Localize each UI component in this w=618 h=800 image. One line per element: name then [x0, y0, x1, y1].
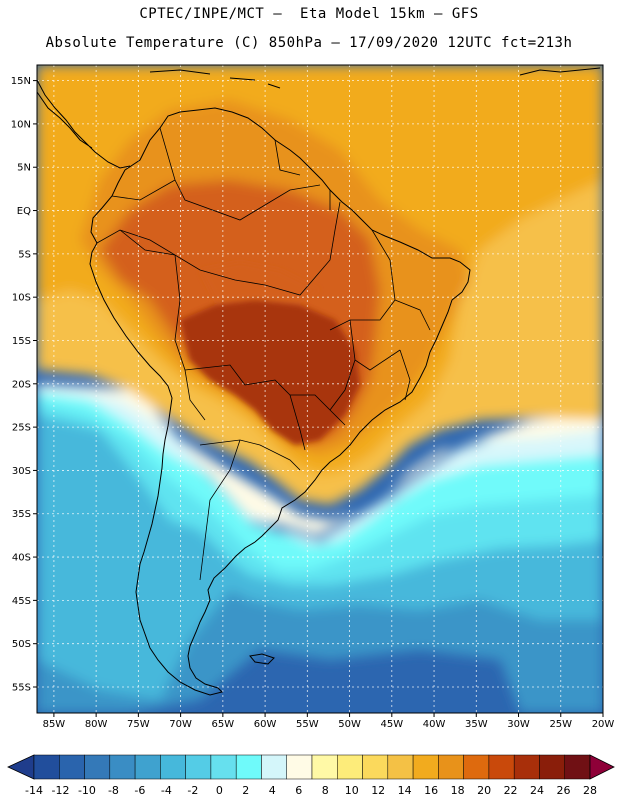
colorbar-label: 24 [530, 784, 544, 797]
lon-label: 50W [338, 719, 361, 730]
colorbar-box [59, 754, 85, 780]
region-cold-front-band [37, 390, 603, 585]
colorbar-label: -10 [78, 784, 96, 797]
colorbar-box [33, 754, 60, 780]
colorbar-box [412, 754, 439, 780]
colorbar-box [387, 754, 414, 780]
colorbar-label: 6 [295, 784, 302, 797]
colorbar-label: 20 [477, 784, 491, 797]
colorbar-arrow-high [589, 754, 615, 780]
colorbar-box [261, 754, 287, 780]
lat-label: 15S [12, 336, 31, 347]
colorbar-box [564, 754, 591, 780]
colorbar-box [286, 754, 313, 780]
lat-label: 35S [12, 509, 31, 520]
colorbar-box [160, 754, 186, 780]
lat-label: 50S [12, 639, 31, 650]
map-frame [36, 64, 604, 714]
colorbar [7, 754, 615, 780]
lon-label: 45W [380, 719, 403, 730]
lat-label: 45S [12, 596, 31, 607]
lon-label: 60W [254, 719, 277, 730]
colorbar-label: -2 [187, 784, 198, 797]
colorbar-label: 22 [504, 784, 518, 797]
colorbar-arrow-low [7, 754, 35, 780]
colorbar-box [235, 754, 262, 780]
lat-label: 30S [12, 466, 31, 477]
colorbar-box [513, 754, 540, 780]
lon-label: 35W [465, 719, 488, 730]
caribbean-islands [149, 67, 601, 89]
colorbar-label: -8 [108, 784, 119, 797]
colorbar-box [84, 754, 111, 780]
lat-label: 40S [12, 553, 31, 564]
lon-label: 30W [507, 719, 530, 730]
colorbar-box [463, 754, 490, 780]
region-pale-band [37, 386, 603, 545]
lat-label: 20S [12, 379, 31, 390]
country-borders [96, 127, 431, 581]
lon-label: 25W [549, 719, 572, 730]
lat-label: 10N [11, 119, 31, 130]
central-america-coastline [37, 79, 131, 169]
coastlines [37, 67, 601, 696]
lon-label: 40W [423, 719, 446, 730]
graticule [37, 65, 603, 713]
colorbar-label: -14 [25, 784, 43, 797]
colorbar-label: 4 [269, 784, 276, 797]
falkland-islands [249, 653, 275, 665]
colorbar-box [539, 754, 565, 780]
lat-label: 15N [11, 76, 31, 87]
lon-label: 75W [127, 719, 150, 730]
colorbar-box [337, 754, 363, 780]
colorbar-label: -4 [161, 784, 172, 797]
colorbar-box [311, 754, 338, 780]
colorbar-label: 0 [216, 784, 223, 797]
axis-ticks [33, 80, 604, 717]
colorbar-label: 12 [371, 784, 385, 797]
lon-label: 70W [169, 719, 192, 730]
colorbar-box [185, 754, 212, 780]
south-america-coastline [89, 107, 471, 696]
lon-label: 20W [592, 719, 615, 730]
lat-label: EQ [17, 206, 31, 217]
colorbar-box [488, 754, 515, 780]
lon-label: 55W [296, 719, 319, 730]
longitude-labels: 85W 80W 75W 70W 65W 60W 55W 50W 45W 40W 35W 30W 25W 2… [43, 719, 615, 730]
colorbar-box [134, 754, 161, 780]
latitude-labels: 15N 10N 5N EQ 5S 10S 15S 20S 25S 30S 35S 40S 45S 50S 5… [11, 76, 31, 693]
lat-label: 10S [12, 293, 31, 304]
colorbar-label: 16 [424, 784, 438, 797]
region-heat-core [180, 300, 360, 445]
region-heat-core-north [200, 262, 320, 300]
region-cyan-band [37, 388, 603, 570]
lon-label: 80W [85, 719, 108, 730]
lat-label: 25S [12, 423, 31, 434]
colorbar-label: 28 [583, 784, 597, 797]
temperature-field [37, 65, 603, 713]
lat-label: 55S [12, 683, 31, 694]
colorbar-label: 8 [322, 784, 329, 797]
chart-title-line1: CPTEC/INPE/MCT — Eta Model 15km — GFS [139, 6, 479, 22]
colorbar-label: 26 [557, 784, 571, 797]
lat-label: 5S [18, 249, 31, 260]
colorbar-label: 14 [398, 784, 412, 797]
colorbar-box [438, 754, 464, 780]
colorbar-box [109, 754, 136, 780]
lat-label: 5N [17, 163, 31, 174]
colorbar-label: -6 [134, 784, 145, 797]
colorbar-label: -12 [51, 784, 69, 797]
colorbar-label: 10 [345, 784, 359, 797]
colorbar-box [362, 754, 389, 780]
colorbar-box [210, 754, 237, 780]
colorbar-label: 2 [242, 784, 249, 797]
colorbar-labels: -14 -12 -10 -8 -6 -4 -2 0 2 4 6 8 10 12 14 16 18 20 22 24 26… [25, 784, 597, 797]
colorbar-label: 18 [451, 784, 465, 797]
lon-label: 85W [43, 719, 66, 730]
chart-title-line2: Absolute Temperature (C) 850hPa — 17/09/… [45, 35, 573, 51]
lon-label: 65W [212, 719, 235, 730]
